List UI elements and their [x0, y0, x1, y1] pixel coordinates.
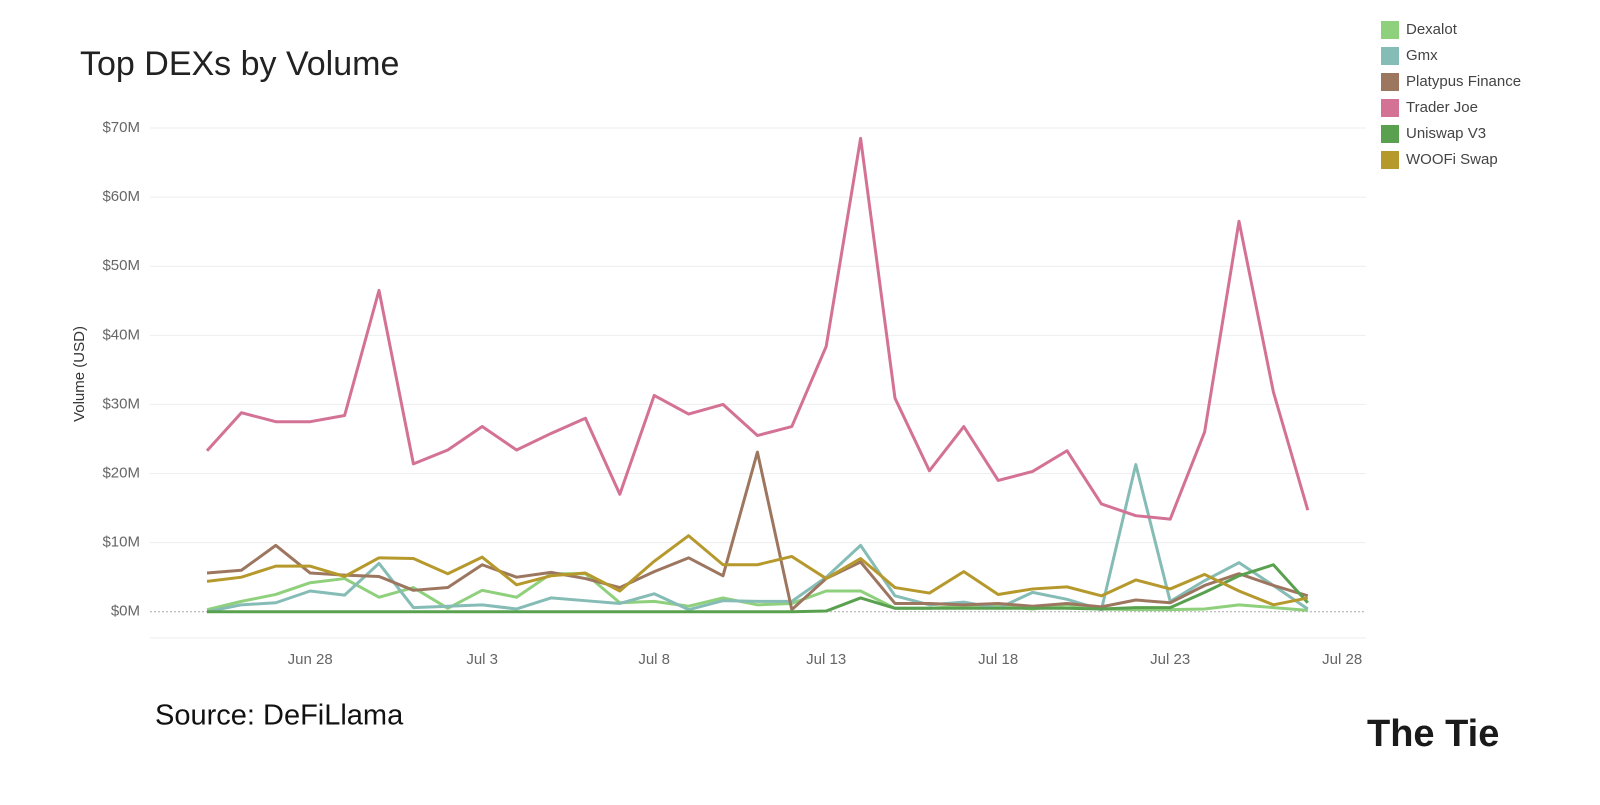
- legend-label: Uniswap V3: [1406, 125, 1486, 142]
- series-line: [206, 534, 1309, 607]
- legend-label: Dexalot: [1406, 21, 1458, 38]
- legend-swatch: [1381, 21, 1399, 39]
- legend-swatch: [1381, 47, 1399, 65]
- legend-swatch: [1381, 151, 1399, 169]
- y-tick-label: $50M: [102, 257, 140, 274]
- y-axis-label: Volume (USD): [71, 326, 88, 422]
- legend-swatch: [1381, 73, 1399, 91]
- series-line: [206, 572, 1308, 612]
- chart-title: Top DEXs by Volume: [80, 45, 399, 83]
- legend-swatch: [1381, 99, 1399, 117]
- x-tick-label: Jul 23: [1150, 651, 1190, 668]
- series-line: [206, 450, 1309, 612]
- series-line: [206, 463, 1309, 614]
- series-line: [205, 136, 1310, 521]
- y-tick-label: $0M: [111, 603, 140, 620]
- legend-label: Trader Joe: [1406, 99, 1478, 116]
- x-tick-label: Jul 3: [466, 651, 498, 668]
- x-tick-label: Jul 13: [806, 651, 846, 668]
- y-tick-label: $30M: [102, 395, 140, 412]
- x-tick-label: Jun 28: [288, 651, 333, 668]
- legend-label: Platypus Finance: [1406, 73, 1521, 90]
- series-line: [207, 563, 1309, 614]
- legend-swatch: [1381, 125, 1399, 143]
- y-tick-label: $40M: [102, 326, 140, 343]
- x-tick-label: Jul 8: [638, 651, 670, 668]
- legend-label: WOOFi Swap: [1406, 151, 1498, 168]
- y-tick-label: $60M: [102, 188, 140, 205]
- legend-label: Gmx: [1406, 47, 1438, 64]
- source: Source: DeFiLlama: [155, 700, 404, 732]
- x-tick-label: Jul 18: [978, 651, 1018, 668]
- y-tick-label: $70M: [102, 119, 140, 136]
- brand-logo: The Tie: [1367, 713, 1499, 755]
- y-tick-label: $20M: [102, 464, 140, 481]
- y-tick-label: $10M: [102, 534, 140, 551]
- x-tick-label: Jul 28: [1322, 651, 1362, 668]
